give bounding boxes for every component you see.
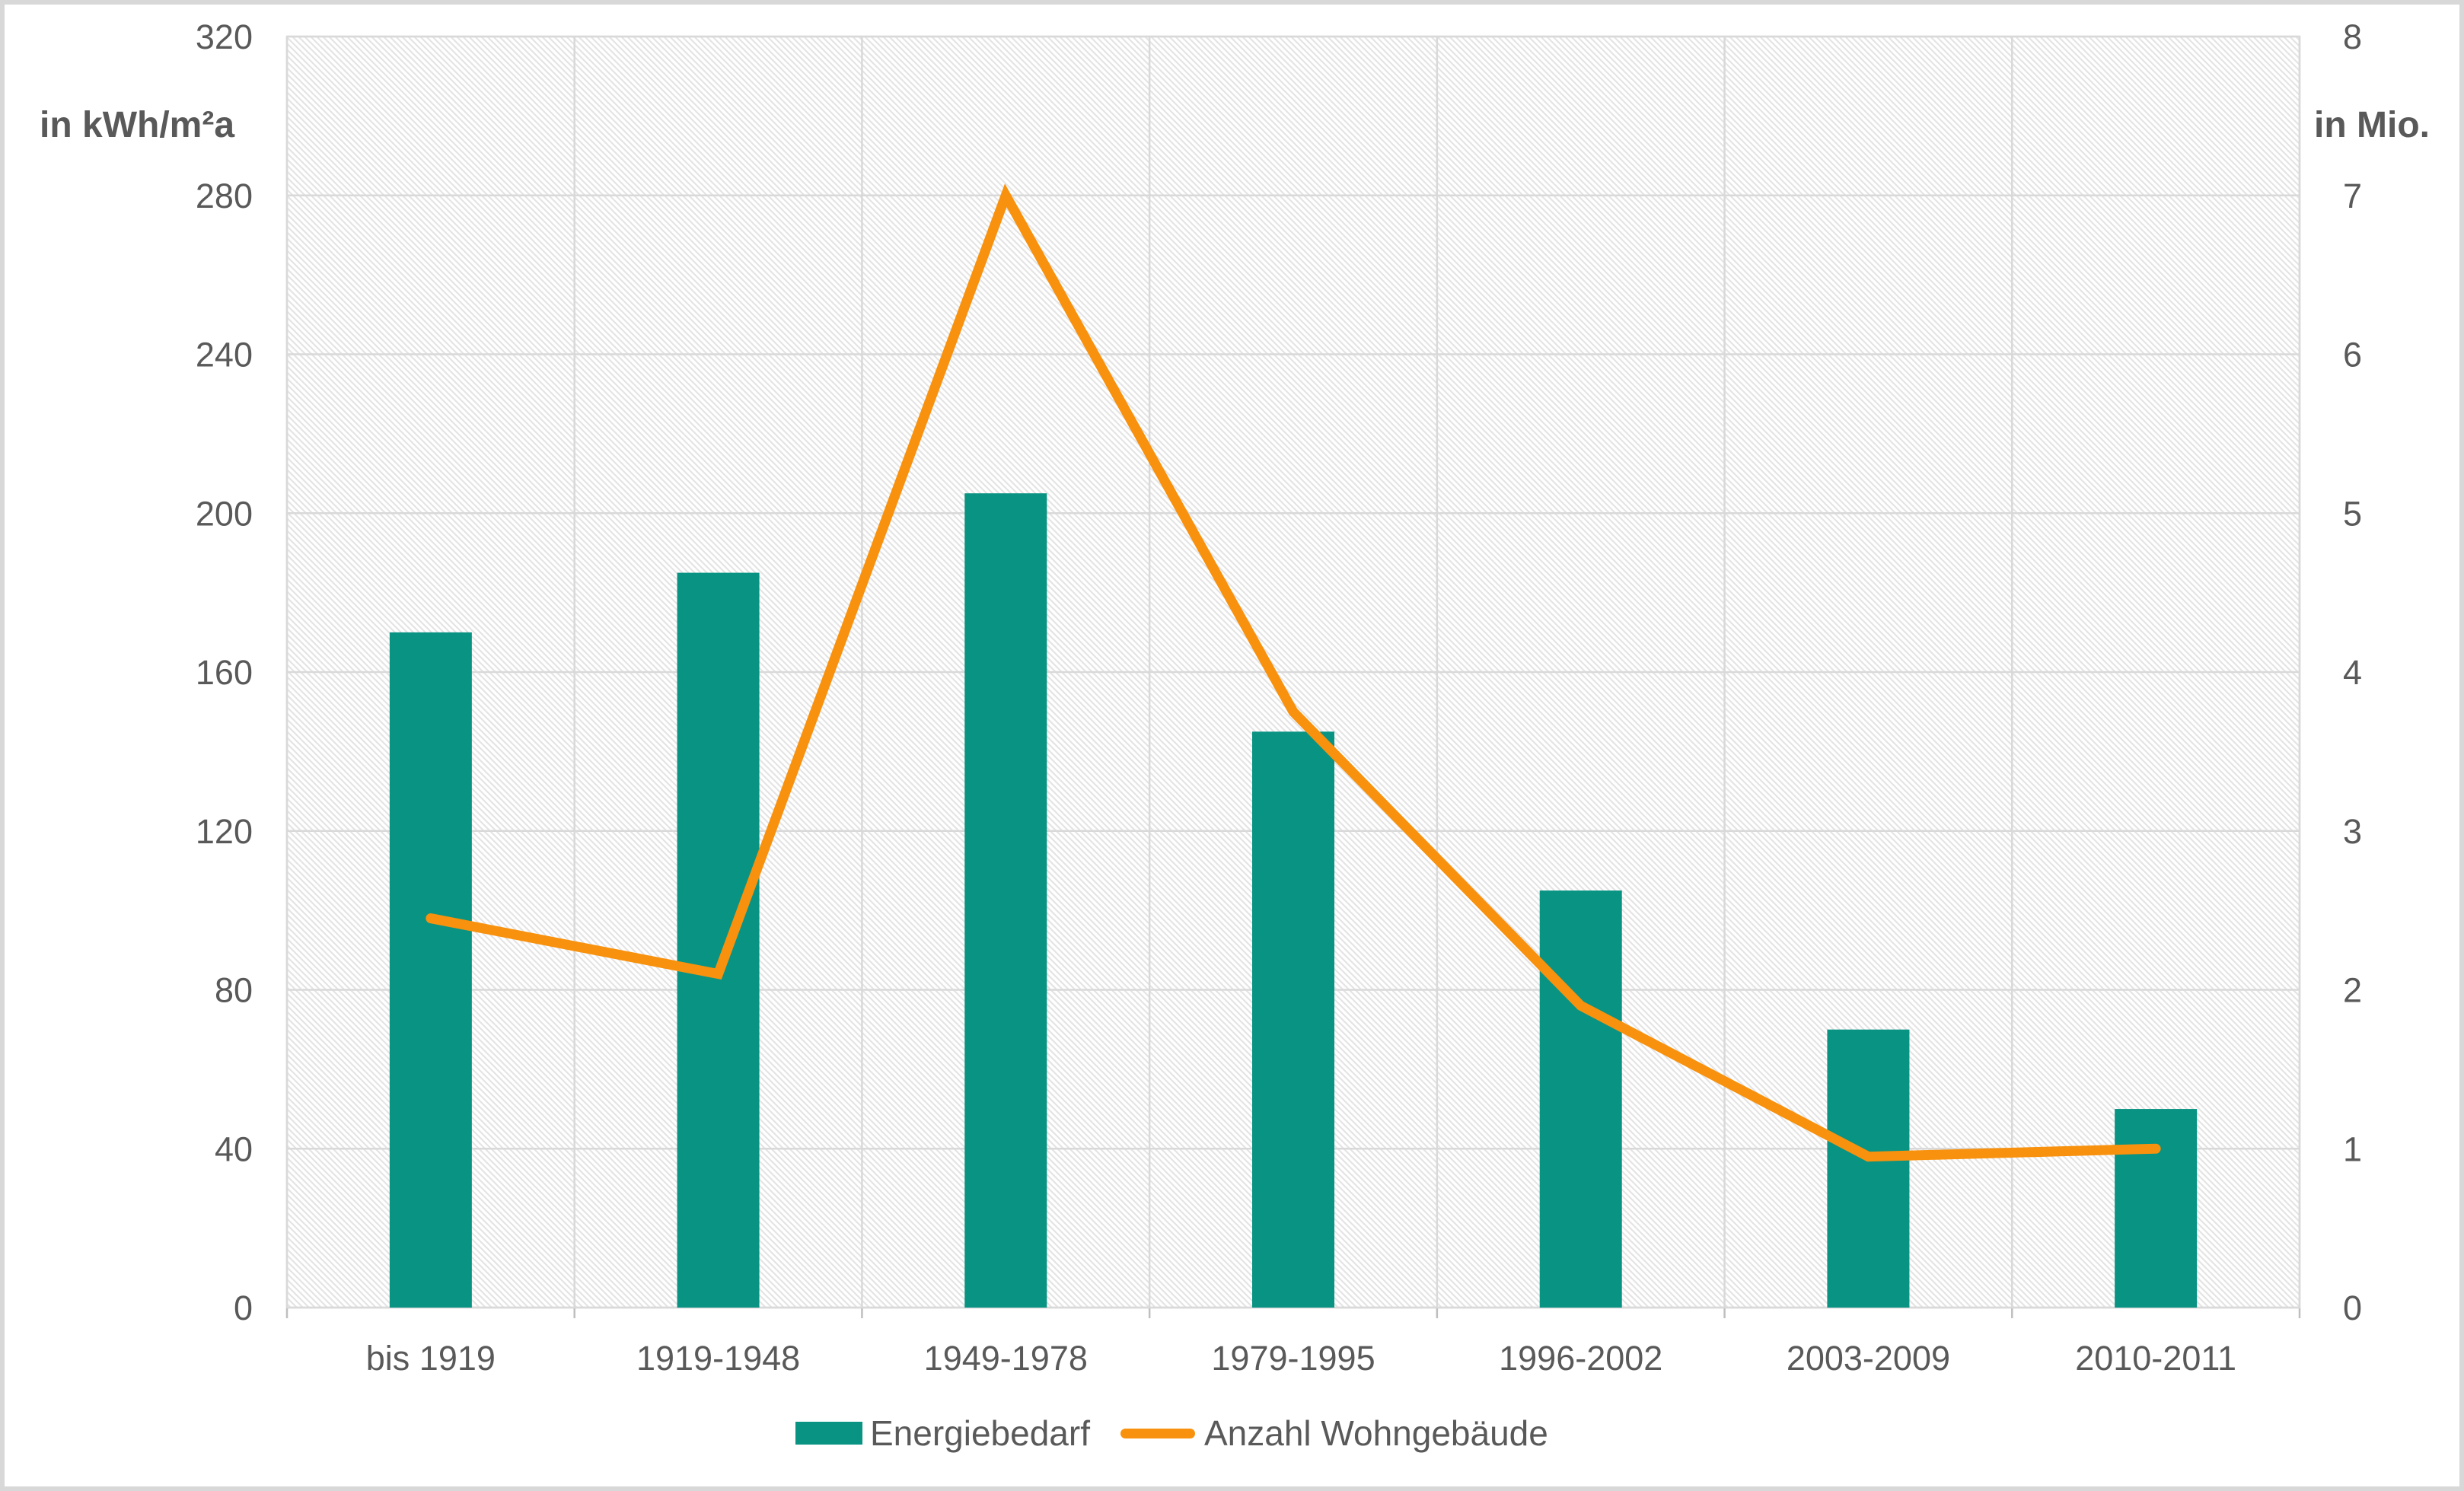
right-axis-tick-label: 0 (2343, 1289, 2362, 1327)
x-axis-category-label: 1996-2002 (1499, 1339, 1662, 1378)
legend-line-swatch-icon (1120, 1428, 1195, 1438)
left-axis-tick-label: 40 (215, 1129, 253, 1168)
line-anzahl-wohngebaeude (426, 183, 2161, 1162)
legend-item-energiebedarf: Energiebedarf (795, 1413, 1090, 1454)
x-axis-category-label: 1979-1995 (1211, 1339, 1375, 1378)
right-axis-unit-label: in Mio. (2314, 105, 2430, 145)
x-axis-category-label: bis 1919 (366, 1339, 496, 1378)
left-axis-tick-label: 120 (196, 812, 253, 851)
right-axis-tick-label: 7 (2343, 177, 2362, 215)
left-axis-tick-label: 160 (196, 653, 253, 692)
bar-1919-1948 (677, 572, 760, 1308)
bar-1949-1978 (964, 493, 1047, 1308)
left-axis-tick-label: 80 (215, 971, 253, 1010)
x-axis-category-label: 2010-2011 (2075, 1339, 2236, 1378)
x-axis-category-label: 1949-1978 (924, 1339, 1088, 1378)
bar-1979-1995 (1252, 731, 1334, 1308)
legend-label-anzahl-wohngebaeude: Anzahl Wohngebäude (1203, 1413, 1548, 1453)
right-axis-tick-label: 6 (2343, 336, 2362, 374)
right-axis-tick-label: 3 (2343, 812, 2362, 851)
right-axis-tick-label: 5 (2343, 494, 2362, 533)
left-axis-tick-label: 240 (196, 336, 253, 374)
right-axis-tick-label: 1 (2343, 1129, 2362, 1168)
legend-bar-swatch-icon (795, 1422, 862, 1445)
bar-bis 1919 (389, 632, 472, 1308)
right-axis-tick-label: 8 (2343, 18, 2362, 56)
left-axis-tick-label: 320 (196, 18, 253, 56)
bar-2003-2009 (1827, 1029, 1910, 1308)
bar-2010-2011 (2115, 1109, 2198, 1308)
legend-label-energiebedarf: Energiebedarf (870, 1413, 1090, 1453)
right-axis-tick-label: 4 (2343, 653, 2362, 692)
left-axis-unit-label: in kWh/m²a (40, 105, 235, 145)
x-axis-category-label: 2003-2009 (1787, 1339, 1950, 1378)
left-axis-tick-label: 280 (196, 177, 253, 215)
x-axis-category-label: 1919-1948 (636, 1339, 800, 1378)
right-axis-tick-label: 2 (2343, 971, 2362, 1010)
legend-item-anzahl-wohngebaeude: Anzahl Wohngebäude (1120, 1413, 1548, 1454)
legend: Energiebedarf Anzahl Wohngebäude (795, 1413, 1548, 1454)
left-axis-tick-label: 200 (196, 494, 253, 533)
bar-1996-2002 (1539, 890, 1622, 1308)
left-axis-tick-label: 0 (234, 1289, 253, 1327)
